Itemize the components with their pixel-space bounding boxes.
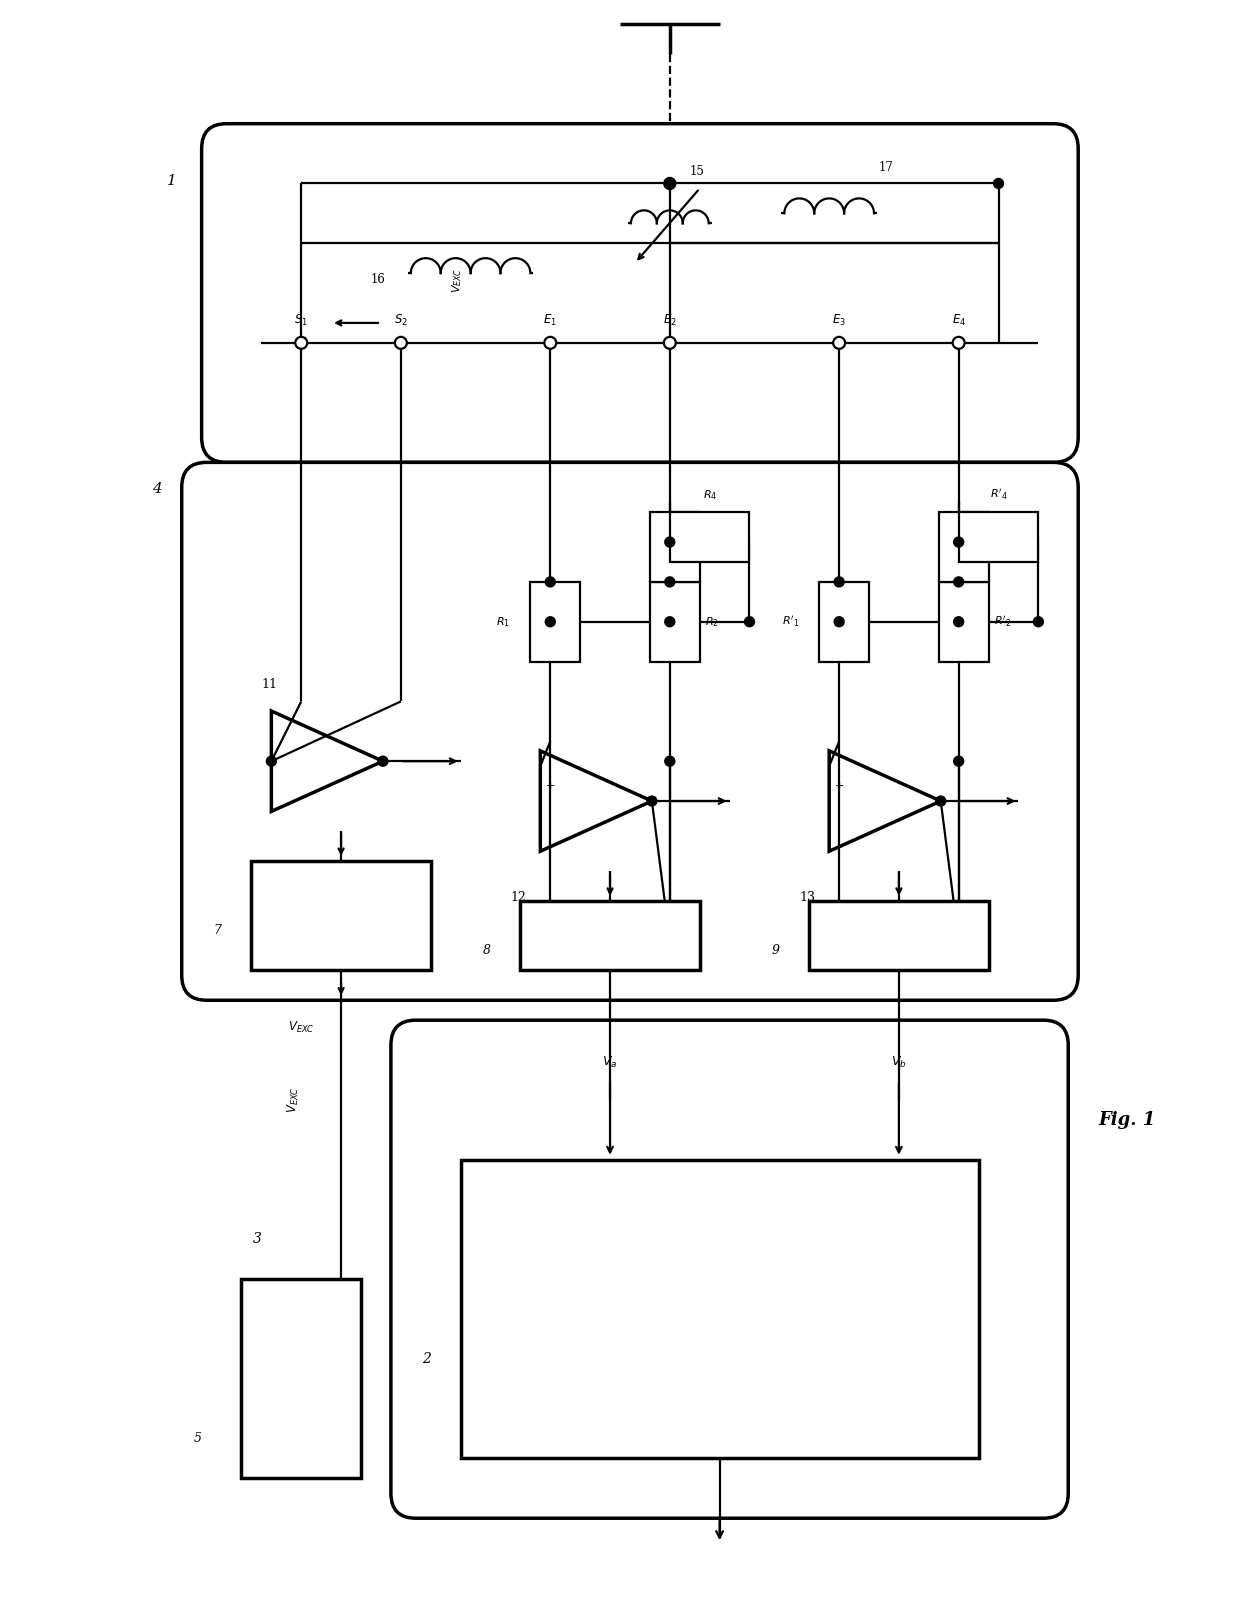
Circle shape [665, 616, 675, 626]
Text: $R_4$: $R_4$ [703, 488, 717, 503]
Bar [242, 1280, 361, 1478]
Text: $R'_3$: $R'_3$ [993, 545, 1011, 560]
Bar [650, 513, 699, 582]
Circle shape [663, 337, 676, 349]
Text: $V_a$: $V_a$ [603, 1054, 618, 1071]
Circle shape [663, 177, 676, 190]
Circle shape [952, 337, 965, 349]
Text: 11: 11 [262, 678, 278, 691]
Circle shape [954, 537, 963, 547]
Circle shape [546, 616, 556, 626]
FancyBboxPatch shape [391, 1020, 1068, 1518]
Text: 2: 2 [422, 1351, 430, 1366]
Bar [650, 582, 699, 662]
Text: $V_{EXC}$: $V_{EXC}$ [288, 1020, 315, 1035]
Circle shape [744, 616, 754, 626]
Text: $R_2$: $R_2$ [704, 615, 718, 629]
Text: 1: 1 [167, 174, 177, 188]
Bar [460, 1160, 978, 1458]
Text: 8: 8 [482, 944, 491, 957]
Text: $E_3$: $E_3$ [832, 313, 846, 328]
Circle shape [546, 577, 556, 587]
Text: $V_{EXC}$: $V_{EXC}$ [450, 268, 465, 294]
FancyBboxPatch shape [182, 462, 1079, 1001]
Text: $R'_2$: $R'_2$ [993, 615, 1011, 629]
Circle shape [1033, 616, 1043, 626]
FancyBboxPatch shape [202, 123, 1079, 462]
Text: 17: 17 [879, 161, 894, 174]
Circle shape [835, 616, 844, 626]
Circle shape [267, 756, 277, 766]
Bar [670, 513, 749, 561]
Text: +: + [835, 782, 844, 792]
Circle shape [665, 537, 675, 547]
Circle shape [394, 337, 407, 349]
Text: $S_2$: $S_2$ [394, 313, 408, 328]
Bar [521, 900, 699, 970]
Circle shape [295, 337, 308, 349]
Text: +: + [546, 782, 556, 792]
Circle shape [835, 577, 844, 587]
Bar [939, 582, 988, 662]
Text: 15: 15 [689, 165, 704, 178]
Text: $E_4$: $E_4$ [951, 313, 966, 328]
Circle shape [544, 337, 557, 349]
Circle shape [665, 756, 675, 766]
Text: $E_1$: $E_1$ [543, 313, 557, 328]
Circle shape [936, 796, 946, 806]
Text: $R'_1$: $R'_1$ [782, 615, 800, 629]
Text: $E_2$: $E_2$ [663, 313, 677, 328]
Circle shape [954, 616, 963, 626]
Circle shape [833, 337, 846, 349]
Text: 16: 16 [371, 272, 386, 285]
Bar [252, 861, 430, 970]
Text: $V_{EXC}$: $V_{EXC}$ [286, 1087, 301, 1113]
Text: $R_1$: $R_1$ [496, 615, 511, 629]
Bar [959, 513, 1038, 561]
Text: 5: 5 [193, 1432, 202, 1445]
Bar [939, 513, 988, 582]
Text: 12: 12 [511, 890, 526, 903]
Text: 13: 13 [800, 890, 815, 903]
Text: 9: 9 [771, 944, 780, 957]
Text: 3: 3 [253, 1233, 262, 1246]
Text: $S_1$: $S_1$ [294, 313, 309, 328]
Circle shape [665, 577, 675, 587]
Bar [531, 582, 580, 662]
Text: $V_b$: $V_b$ [892, 1054, 906, 1071]
Text: $R'_4$: $R'_4$ [990, 488, 1007, 503]
Circle shape [954, 577, 963, 587]
Circle shape [647, 796, 657, 806]
Circle shape [954, 756, 963, 766]
Circle shape [378, 756, 388, 766]
Text: 7: 7 [213, 925, 222, 938]
Text: $R_3$: $R_3$ [704, 545, 719, 560]
Circle shape [665, 178, 675, 188]
Circle shape [993, 178, 1003, 188]
Text: 4: 4 [153, 482, 161, 496]
Bar [810, 900, 988, 970]
Text: Fig. 1: Fig. 1 [1099, 1111, 1156, 1129]
Bar [820, 582, 869, 662]
